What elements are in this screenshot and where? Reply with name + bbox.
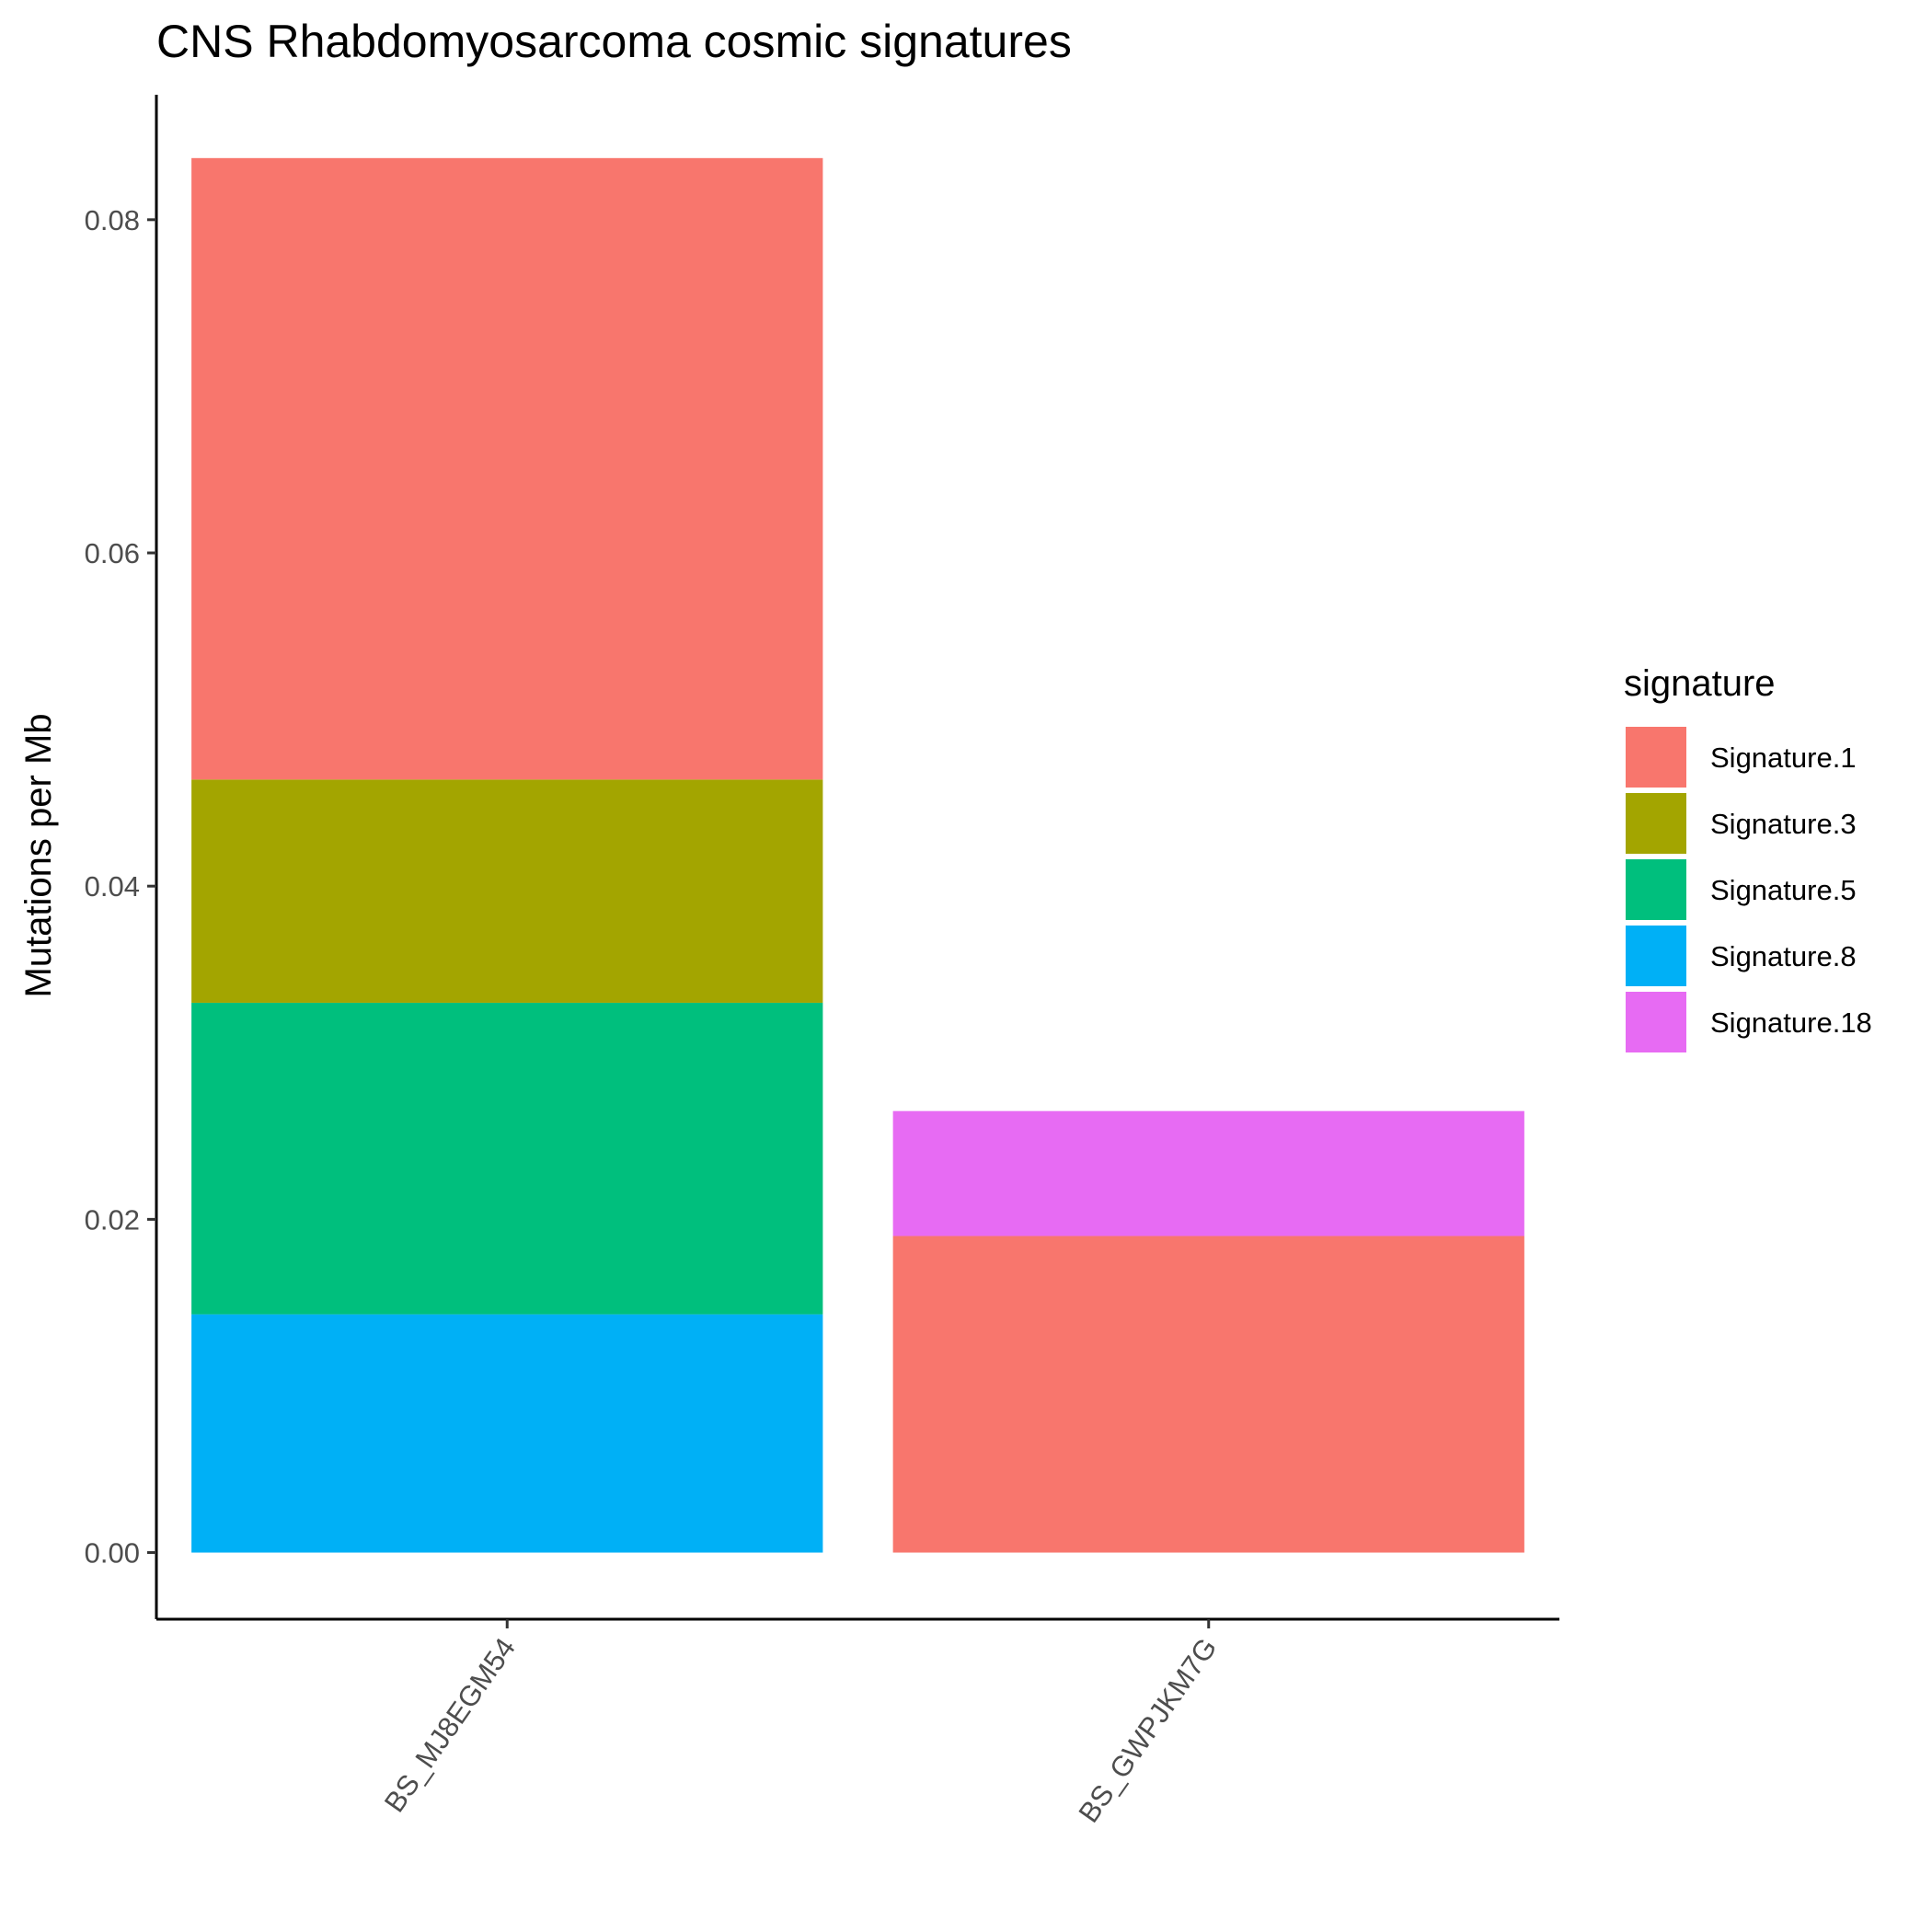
legend-key-Signature.1 bbox=[1626, 727, 1686, 788]
bar-segment-BS_GWPJKM7G-Signature.1 bbox=[892, 1236, 1524, 1553]
legend-key-Signature.5 bbox=[1626, 859, 1686, 920]
bar-segment-BS_GWPJKM7G-Signature.18 bbox=[892, 1110, 1524, 1236]
y-tick-label: 0.06 bbox=[85, 537, 140, 569]
x-axis: BS_MJ8EGM54 BS_GWPJKM7G bbox=[156, 1617, 1559, 1828]
legend-key-Signature.8 bbox=[1626, 926, 1686, 986]
y-tick-label: 0.00 bbox=[85, 1537, 140, 1570]
bar-segment-BS_MJ8EGM54-Signature.8 bbox=[191, 1314, 823, 1553]
y-tick-label: 0.08 bbox=[85, 204, 140, 236]
legend: signature Signature.1 Signature.3 Signatur… bbox=[1624, 663, 1872, 1052]
y-tick-label: 0.02 bbox=[85, 1203, 140, 1236]
legend-label: Signature.3 bbox=[1710, 808, 1857, 840]
bars-group bbox=[191, 157, 1524, 1553]
legend-title: signature bbox=[1624, 663, 1776, 704]
x-tick-label: BS_MJ8EGM54 bbox=[378, 1632, 522, 1818]
x-tick-label: BS_GWPJKM7G bbox=[1072, 1632, 1223, 1828]
y-axis-title: Mutations per Mb bbox=[18, 713, 59, 997]
legend-label: Signature.1 bbox=[1710, 742, 1857, 774]
legend-label: Signature.18 bbox=[1710, 1006, 1872, 1039]
bar-segment-BS_MJ8EGM54-Signature.5 bbox=[191, 1002, 823, 1315]
y-tick-label: 0.04 bbox=[85, 870, 140, 903]
legend-label: Signature.8 bbox=[1710, 940, 1857, 972]
legend-key-Signature.18 bbox=[1626, 992, 1686, 1052]
bar-segment-BS_MJ8EGM54-Signature.3 bbox=[191, 779, 823, 1003]
y-axis: 0.00 0.02 0.04 0.06 0.08 bbox=[85, 95, 158, 1619]
chart-title: CNS Rhabdomyosarcoma cosmic signatures bbox=[156, 16, 1072, 67]
bar-segment-BS_MJ8EGM54-Signature.1 bbox=[191, 157, 823, 780]
legend-label: Signature.5 bbox=[1710, 874, 1857, 906]
legend-key-Signature.3 bbox=[1626, 793, 1686, 854]
